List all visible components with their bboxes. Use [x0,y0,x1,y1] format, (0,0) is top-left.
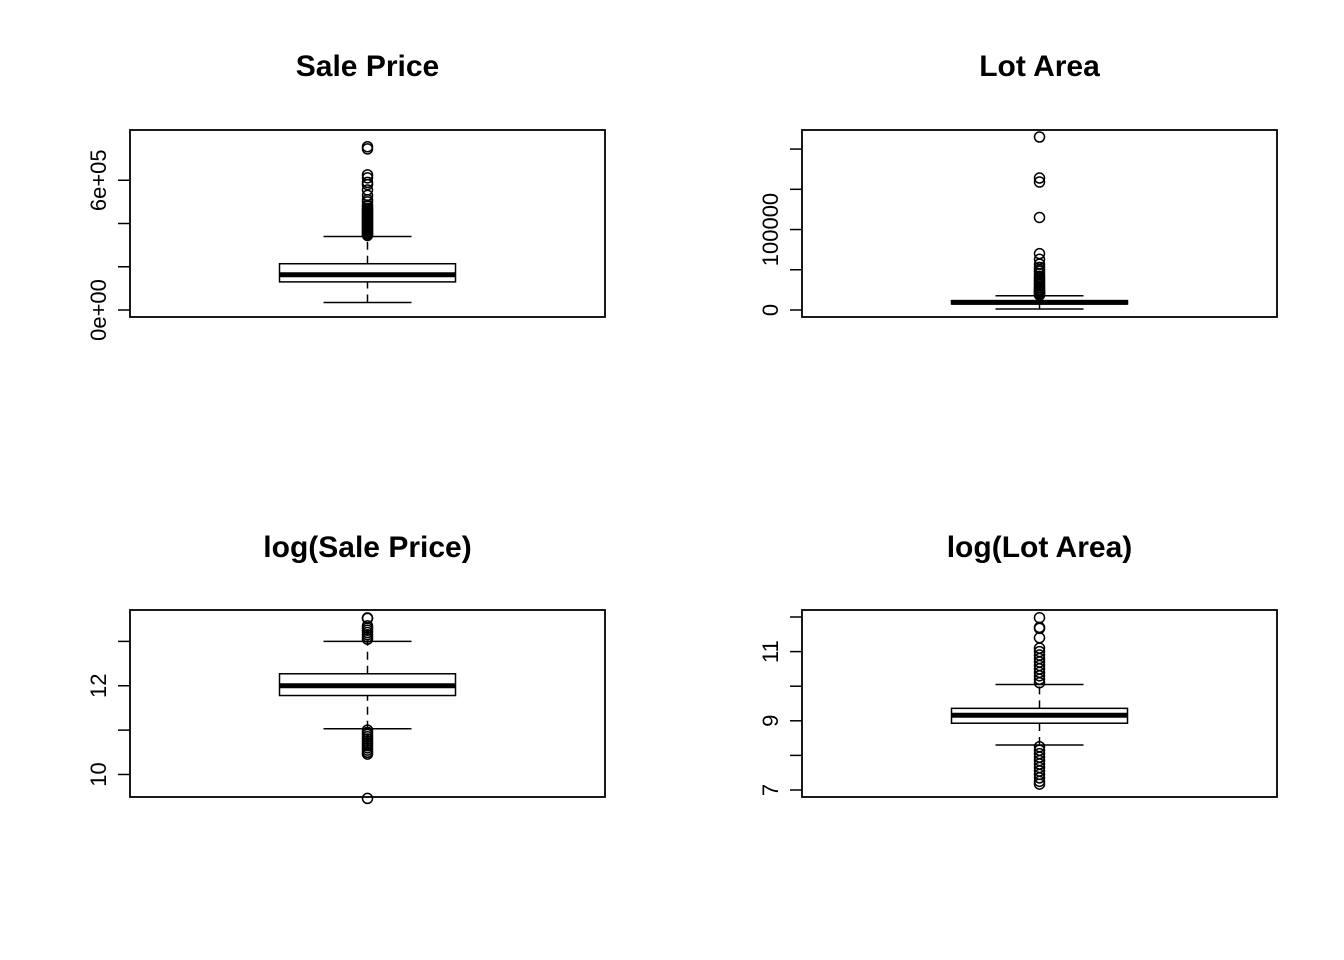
outlier-point [1033,211,1046,224]
y-tick-label: 6e+05 [86,149,111,211]
outlier-point [1033,247,1046,260]
outlier-point [361,792,374,805]
outlier-point [361,172,374,184]
y-tick-label: 11 [758,640,783,663]
y-tick-label: 10 [86,762,111,786]
outlier-point [361,184,374,196]
outlier-point [361,140,374,153]
y-tick-label: 9 [758,715,783,727]
outlier-point [361,189,374,202]
outlier-point [361,724,374,736]
panel-2: Lot Area 0 100000 [758,50,1278,318]
y-tick-label: 0 [758,304,783,316]
outlier-point [1033,632,1046,644]
chart-title: Sale Price [296,50,439,83]
chart-title: log(Lot Area) [947,531,1133,564]
outlier-point [361,612,374,624]
outlier-point [1033,645,1046,658]
outlier-point [361,169,374,181]
panel-1: Sale Price 0e+00 6e+05 [86,50,606,341]
plot-frame [801,129,1278,318]
outlier-point [1033,747,1046,760]
outlier-point [1033,649,1046,661]
plot-frame [129,609,606,798]
outlier-point [1033,741,1046,753]
plot-frame [801,609,1278,798]
outlier-point [1033,172,1046,184]
outlier-point [361,176,374,189]
panel-3: log(Sale Price) 10 12 [86,531,606,805]
outlier-point [361,620,374,632]
outlier-point [1033,253,1046,266]
outlier-point [1033,131,1046,143]
chart-title: Lot Area [979,50,1100,83]
y-tick-label: 7 [758,784,783,796]
y-tick-label: 0e+00 [86,279,111,341]
chart-title: log(Sale Price) [263,531,471,564]
outlier-point [1033,261,1046,274]
outlier-point [1033,611,1046,624]
y-tick-label: 100000 [758,193,783,266]
outlier-point [1033,176,1046,188]
panel-4: log(Lot Area) 7 9 11 [758,531,1278,798]
outlier-point [1033,744,1046,756]
y-tick-label: 12 [86,674,111,698]
